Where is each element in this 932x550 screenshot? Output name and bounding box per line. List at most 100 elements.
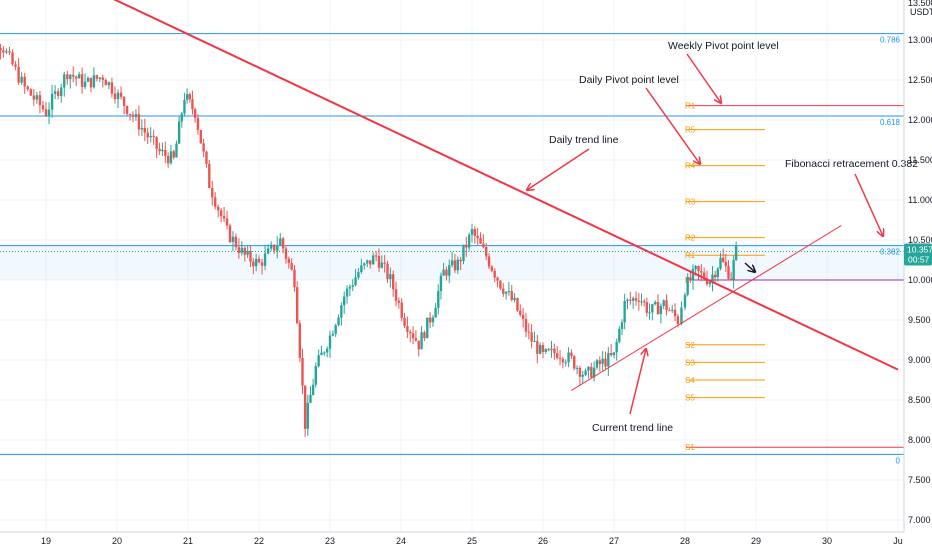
candle-body <box>686 277 689 295</box>
candle-body <box>423 332 426 339</box>
candle-body <box>41 105 45 110</box>
candle-body <box>609 353 613 356</box>
price-tick-label: 9.500 <box>908 315 931 325</box>
candle-body <box>363 263 366 266</box>
candle-body <box>60 87 63 96</box>
candle-body <box>20 76 23 83</box>
candle-body <box>631 298 635 301</box>
candle-body <box>83 81 87 87</box>
candle-body <box>260 262 264 266</box>
candle-body <box>676 316 680 324</box>
candle-body <box>553 348 556 354</box>
candle-body <box>202 143 205 152</box>
candle-body <box>556 353 559 358</box>
candle-body <box>615 341 618 353</box>
candle-body <box>651 304 654 313</box>
last-price-value: 10.357 <box>907 244 932 254</box>
price-tick-label: 10.500 <box>908 235 932 245</box>
candle-body <box>44 109 48 116</box>
fib-label: 0.786 <box>880 36 901 45</box>
candle-body <box>479 237 482 244</box>
candle-body <box>369 260 372 265</box>
candle-body <box>2 50 5 53</box>
pivot-label: R1 <box>685 102 696 111</box>
candle-body <box>697 266 700 272</box>
candle-body <box>110 82 114 94</box>
candle-body <box>645 302 649 313</box>
candle-body <box>530 332 533 342</box>
fib-label: 0 <box>896 456 901 465</box>
annotation-daily-pivot: Daily Pivot point level <box>579 74 679 86</box>
candle-body <box>587 366 590 371</box>
price-direction-arrow <box>744 262 755 272</box>
candle-body <box>524 319 528 332</box>
candle-body <box>35 95 39 100</box>
candle-body <box>377 256 381 268</box>
current-trend-line <box>571 225 842 391</box>
candle-body <box>196 117 200 130</box>
candle-body <box>331 333 335 336</box>
grid <box>0 0 904 532</box>
annotation-arrows <box>527 53 883 415</box>
candle-body <box>266 248 270 254</box>
annotation-fib-0382: Fibonacci retracement 0.382 <box>785 158 918 170</box>
candle-body <box>673 309 677 317</box>
candle-body <box>269 244 273 249</box>
candle-body <box>295 287 299 324</box>
candle-body <box>211 187 214 198</box>
candle-body <box>246 250 249 255</box>
annotation-weekly-pivot: Weekly Pivot point level <box>668 40 779 52</box>
candle-body <box>146 132 149 138</box>
daily-pivot-arrow <box>645 87 700 164</box>
countdown-value: 00:57 <box>908 254 930 264</box>
candle-body <box>467 234 471 248</box>
candle-body <box>734 245 738 261</box>
candle-body <box>17 66 20 83</box>
candle-body <box>653 301 657 305</box>
candle-body <box>180 113 183 122</box>
candle-body <box>284 248 288 259</box>
candle-body <box>252 261 255 267</box>
candle-body <box>527 331 530 333</box>
candle-body <box>66 74 69 80</box>
candle-body <box>98 77 102 79</box>
candle-body <box>705 278 709 285</box>
time-tick-label: 27 <box>609 536 619 546</box>
candle-body <box>426 317 429 339</box>
candle-body <box>623 300 626 323</box>
candle-body <box>462 244 465 262</box>
candle-body <box>713 274 717 278</box>
candle-body <box>708 282 712 285</box>
candle-body <box>414 338 418 341</box>
candle-body <box>155 136 158 149</box>
price-tick-label: 13.000 <box>908 35 932 45</box>
candle-body <box>504 291 508 294</box>
candle-body <box>411 333 415 339</box>
candle-body <box>89 77 93 88</box>
pivot-label: S1 <box>685 443 695 452</box>
candle-body <box>727 266 730 279</box>
candle-body <box>558 357 562 359</box>
top-price-label: 13.500 <box>908 0 932 8</box>
candle-body <box>719 257 722 269</box>
candle-body <box>700 271 703 273</box>
candle-body <box>592 367 596 378</box>
candle-body <box>351 285 354 287</box>
candle-body <box>386 263 389 280</box>
candle-body <box>169 151 173 164</box>
price-tick-label: 9.000 <box>908 355 931 365</box>
candle-body <box>598 360 601 364</box>
candle-body <box>442 269 445 276</box>
candle-body <box>72 74 75 77</box>
candle-body <box>360 265 363 273</box>
annotations: Weekly Pivot point level Daily Pivot poi… <box>549 40 918 434</box>
candle-body <box>406 325 409 332</box>
pivot-label: R5 <box>685 126 696 135</box>
candle-body <box>357 272 360 278</box>
candle-body <box>607 353 610 367</box>
candle-body <box>185 94 189 100</box>
pivot-label: S5 <box>685 394 695 403</box>
